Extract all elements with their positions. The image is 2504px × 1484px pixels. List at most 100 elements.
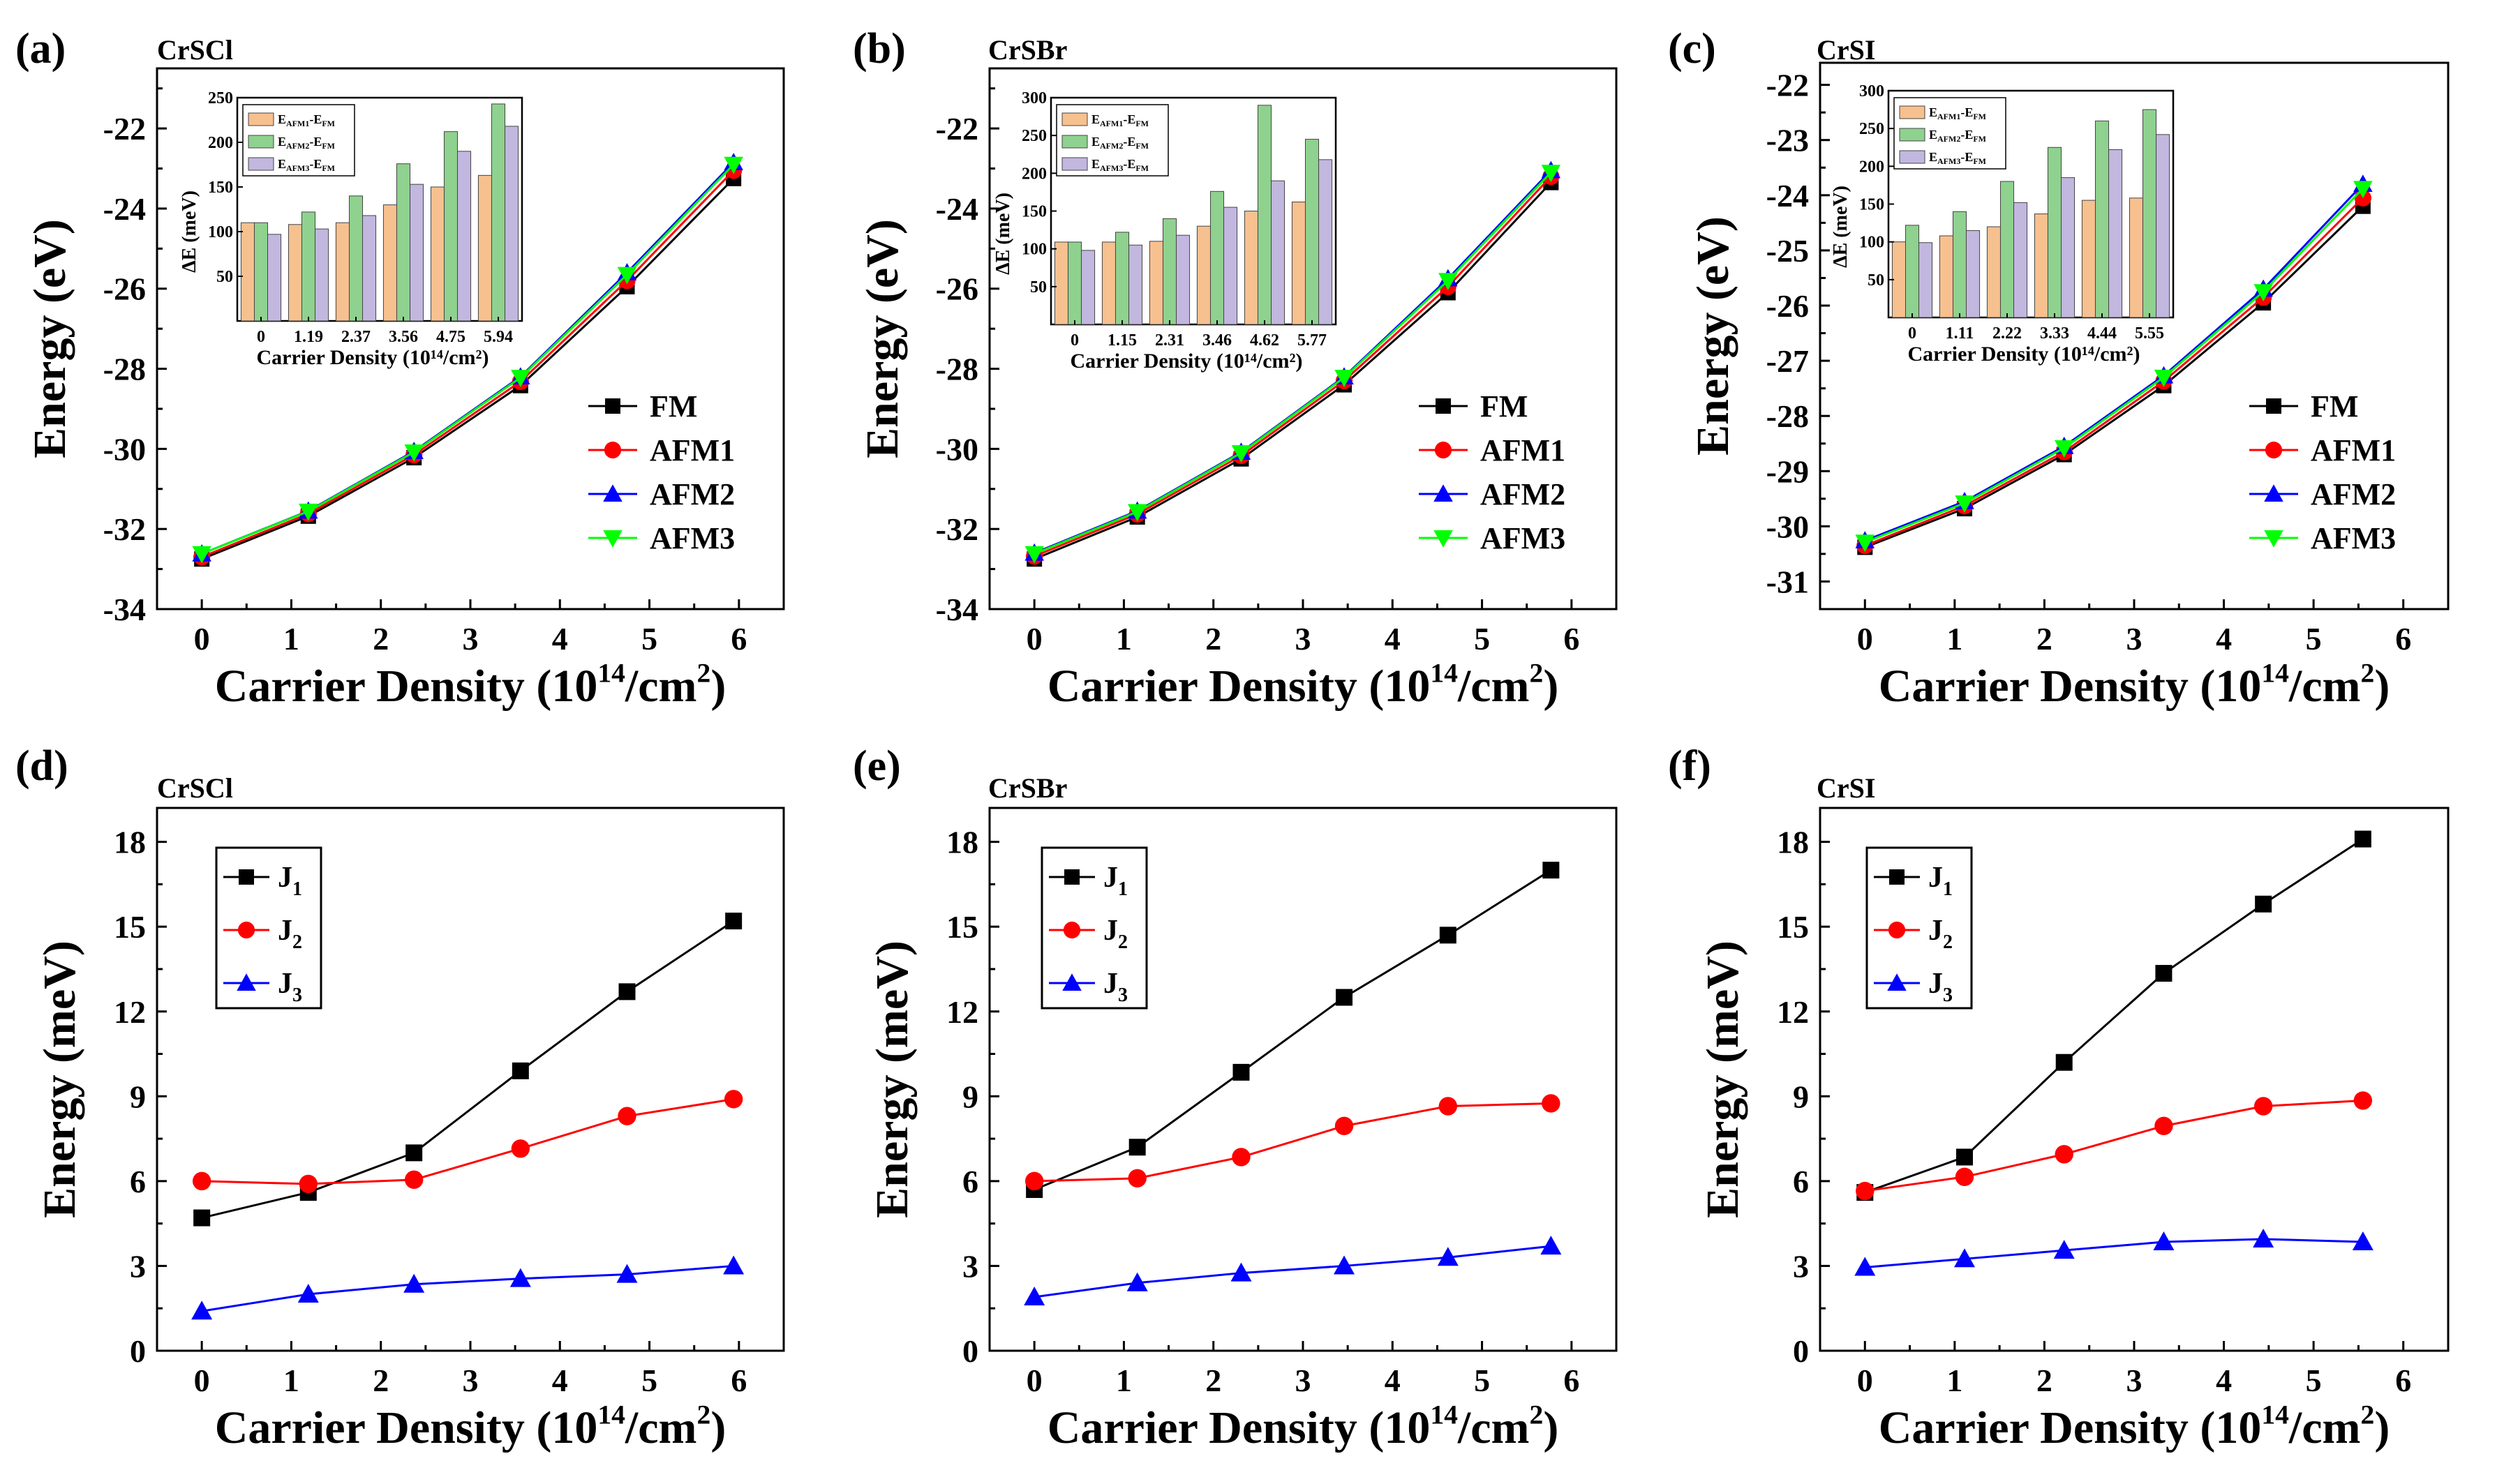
data-point <box>724 1090 743 1109</box>
inset-y-tick-label: 250 <box>208 89 233 107</box>
inset-legend: EAFM1-EFM EAFM2-EFM EAFM3-EFM <box>1056 104 1169 177</box>
x-tick-label: 5 <box>2306 621 2322 657</box>
y-tick-label: -22 <box>103 111 146 147</box>
inset-y-tick-label: 250 <box>1859 120 1884 138</box>
inset-bar <box>301 211 316 322</box>
inset-legend-swatch <box>1061 112 1088 126</box>
inset-y-tick-label: 300 <box>1859 82 1884 100</box>
x-tick-label: 4 <box>1385 1363 1401 1398</box>
x-axis-label: Carrier Density (1014/cm2) <box>1879 1399 2390 1453</box>
inset-legend-label: EAFM2-EFM <box>278 135 335 151</box>
inset-bar <box>1101 241 1116 325</box>
inset-bar <box>2108 149 2123 318</box>
inset-bar <box>288 224 302 322</box>
inset-bar <box>1939 235 1953 318</box>
chart-panel-b: (b) CrSBr 0 1 2 3 4 5 6 -34 -32 -30 -28 -26 -24 -22 Ener… <box>853 25 1618 712</box>
y-tick-label: 9 <box>962 1079 978 1114</box>
series-J1 <box>1026 862 1560 1199</box>
legend-label: FM <box>650 389 697 424</box>
y-tick-label: -24 <box>936 191 978 227</box>
x-tick-label: 1 <box>283 621 299 657</box>
legend-marker <box>239 869 254 885</box>
x-tick-label: 6 <box>2395 621 2411 657</box>
inset-x-tick-label: 1.19 <box>294 328 323 346</box>
legend: FM AFM1 AFM2 AFM3 <box>1419 389 1565 555</box>
data-point <box>1232 1063 1250 1081</box>
inset-bar <box>477 174 492 322</box>
data-point <box>1334 1255 1355 1275</box>
inset-bar <box>382 204 397 322</box>
inset-y-tick-label: 200 <box>1859 158 1884 176</box>
x-tick-label: 5 <box>641 1363 657 1398</box>
legend-label: J2 <box>278 915 302 953</box>
y-tick-label: -26 <box>936 271 978 307</box>
inset-legend-label: EAFM3-EFM <box>278 157 335 173</box>
x-tick-label: 3 <box>463 1363 479 1398</box>
x-tick-label: 0 <box>1857 1363 1873 1398</box>
inset-bar <box>2047 147 2062 318</box>
inset-x-axis-label: Carrier Density (10¹⁴/cm²) <box>1908 343 2140 366</box>
data-point <box>2255 895 2272 913</box>
inset-bar <box>2156 134 2170 318</box>
series-line <box>1034 1245 1551 1298</box>
series-line <box>201 1264 734 1312</box>
y-tick-label: -34 <box>936 592 978 627</box>
y-tick-label: -22 <box>936 111 978 147</box>
legend-marker <box>1064 869 1080 885</box>
x-tick-label: 1 <box>1116 621 1132 657</box>
data-point <box>1955 1167 1974 1186</box>
series-line <box>1864 205 2364 548</box>
legend-label: AFM3 <box>1480 521 1565 555</box>
inset-legend-label: EAFM3-EFM <box>1929 150 1986 166</box>
legend: FM AFM1 AFM2 AFM3 <box>588 389 735 555</box>
inset-x-tick-label: 4.75 <box>436 328 465 346</box>
inset-bar <box>1271 180 1285 325</box>
x-axis-label: Carrier Density (1014/cm2) <box>215 1399 726 1453</box>
data-point <box>1856 1181 1875 1201</box>
x-tick-label: 6 <box>1563 1363 1579 1398</box>
x-tick-label: 3 <box>2126 621 2142 657</box>
legend-label: J1 <box>278 862 302 900</box>
series-line <box>1864 197 2364 547</box>
data-point <box>1126 1272 1148 1291</box>
data-point <box>1334 370 1354 387</box>
panel-label: (c) <box>1668 25 1716 73</box>
series-line <box>1864 188 2364 544</box>
data-point <box>1542 862 1560 879</box>
inset-bar <box>2034 213 2048 318</box>
legend-box <box>215 846 322 1010</box>
legend-marker <box>2266 398 2281 414</box>
x-tick-label: 2 <box>373 621 389 657</box>
inset-bar <box>2129 197 2143 318</box>
legend-label: J3 <box>1103 968 1128 1006</box>
legend-label: AFM3 <box>650 521 735 555</box>
inset-y-axis-label: ΔE (meV) <box>992 193 1014 275</box>
y-tick-label: 12 <box>946 994 978 1030</box>
data-point <box>2055 1145 2073 1164</box>
data-point <box>511 1139 530 1158</box>
data-point <box>193 1209 211 1227</box>
inset-y-tick-label: 250 <box>1022 127 1047 145</box>
inset-x-tick-label: 1.15 <box>1108 331 1137 350</box>
x-tick-label: 4 <box>2216 1363 2232 1398</box>
inset-legend-label: EAFM1-EFM <box>1091 112 1149 128</box>
data-point <box>192 1171 211 1191</box>
y-tick-label: -26 <box>103 271 146 307</box>
data-point <box>1438 1097 1458 1116</box>
inset-bar <box>2081 200 2096 318</box>
legend-marker <box>1436 398 1451 414</box>
panel-title: CrSI <box>1817 34 1875 66</box>
panel-label: (b) <box>853 25 906 73</box>
inset-y-tick-label: 200 <box>1022 165 1047 183</box>
data-point <box>1437 1247 1459 1266</box>
series-AFM3 <box>1855 181 2373 553</box>
series-line <box>1034 175 1552 557</box>
inset-bar <box>1257 105 1272 325</box>
inset-legend-label: EAFM1-EFM <box>1929 105 1986 121</box>
y-tick-label: -26 <box>1766 288 1809 324</box>
inset-legend-swatch <box>1061 135 1088 149</box>
data-point <box>1854 1257 1876 1276</box>
inset-bar <box>1291 202 1306 325</box>
y-tick-label: 3 <box>962 1248 978 1284</box>
